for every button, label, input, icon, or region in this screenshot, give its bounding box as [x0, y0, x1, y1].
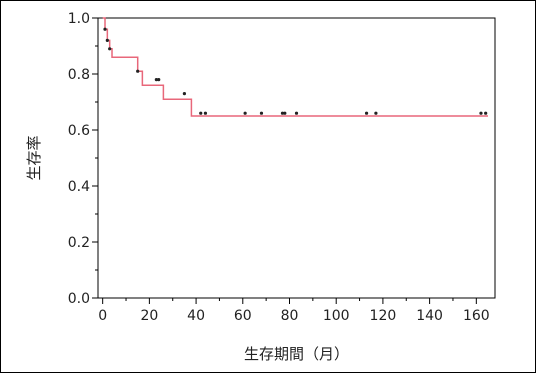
x-tick-label: 20	[140, 308, 158, 324]
y-tick-label: 0.2	[68, 235, 90, 251]
y-axis-label: 生存率	[25, 135, 43, 180]
survival-curve	[102, 17, 488, 117]
censor-marker	[103, 27, 107, 31]
x-tick-label: 40	[187, 308, 205, 324]
x-tick-label: 160	[463, 308, 490, 324]
x-axis: 0 20 40 60 80 100 120 140 160	[98, 298, 490, 324]
censor-marker	[136, 69, 140, 73]
censor-marker	[199, 111, 203, 115]
y-tick-label: 0.6	[68, 123, 90, 139]
y-tick-label: 0.0	[68, 291, 90, 307]
censor-marker	[280, 111, 285, 115]
censor-marker	[479, 111, 483, 115]
censor-marker	[484, 111, 488, 115]
series-layer	[102, 17, 488, 117]
censor-marker	[203, 111, 208, 115]
x-axis-label: 生存期間（月）	[244, 345, 349, 363]
x-tick-label: 0	[98, 308, 107, 324]
x-tick-label: 100	[323, 308, 350, 324]
y-tick-label: 0.4	[68, 179, 90, 195]
plot-area	[97, 17, 496, 299]
censor-marker	[283, 111, 287, 115]
x-tick-label: 120	[370, 308, 397, 324]
y-tick-label: 1.0	[68, 11, 90, 27]
x-tick-label: 60	[234, 308, 252, 324]
y-tick-label: 0.8	[68, 67, 90, 83]
censor-marker	[157, 78, 161, 82]
y-axis: 0.0 0.2 0.4 0.6 0.8 1.0	[68, 11, 98, 307]
censor-marker	[294, 111, 299, 115]
x-tick-label: 140	[416, 308, 443, 324]
censor-marker	[259, 111, 264, 115]
censor-marker	[364, 111, 369, 115]
censor-marker	[108, 47, 112, 51]
x-tick-label: 80	[281, 308, 299, 324]
censor-marker	[182, 92, 187, 96]
censor-marker	[154, 78, 158, 82]
censor-marker	[374, 111, 378, 115]
plot-border	[97, 17, 496, 299]
censor-marker	[243, 111, 247, 115]
censor-marker	[105, 38, 109, 43]
